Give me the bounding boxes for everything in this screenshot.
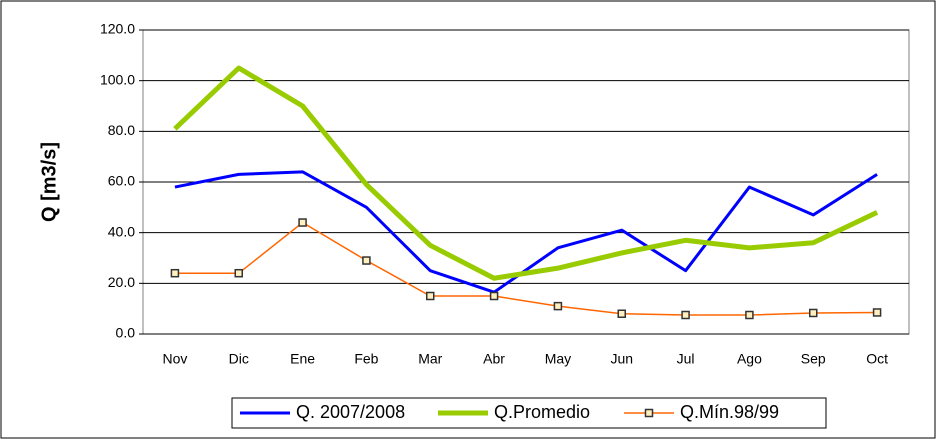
- series-line: [174, 221, 878, 316]
- y-tick-label: 100.0: [100, 71, 135, 87]
- x-tick-label: Oct: [866, 351, 888, 367]
- x-tick-label: Sep: [801, 351, 826, 367]
- point-marker: [234, 268, 243, 278]
- point-marker: [872, 308, 882, 317]
- point-marker: [745, 310, 754, 320]
- point-marker: [426, 291, 435, 301]
- legend-label: Q.Promedio: [494, 402, 590, 422]
- x-tick-label: May: [545, 351, 571, 367]
- x-tick-label: Dic: [229, 351, 249, 367]
- x-tick-label: Ago: [737, 351, 762, 367]
- point-marker: [489, 291, 499, 301]
- y-tick-label: 0.0: [116, 325, 136, 341]
- point-marker: [362, 256, 371, 265]
- point-marker: [617, 309, 626, 318]
- legend-label: Q.Mín.98/99: [680, 402, 779, 422]
- x-tick-label: Abr: [483, 351, 505, 367]
- point-marker: [170, 268, 180, 278]
- legend-label: Q. 2007/2008: [296, 402, 405, 422]
- point-marker: [809, 308, 818, 318]
- series-line: [174, 170, 878, 294]
- legend-marker: [644, 408, 654, 418]
- y-tick-label: 60.0: [108, 173, 135, 189]
- y-tick-label: 40.0: [108, 223, 135, 239]
- x-tick-label: Mar: [418, 351, 442, 367]
- y-axis-label: Q [m3/s]: [38, 142, 60, 222]
- x-tick-label: Jul: [677, 351, 695, 367]
- y-tick-label: 80.0: [108, 122, 135, 138]
- x-tick-label: Ene: [290, 351, 315, 367]
- x-tick-label: Jun: [610, 351, 633, 367]
- legend-box: [231, 397, 827, 429]
- point-marker: [553, 301, 563, 311]
- y-tick-label: 20.0: [108, 274, 135, 290]
- x-tick-label: Nov: [162, 351, 187, 367]
- point-marker: [298, 218, 307, 227]
- y-tick-label: 120.0: [100, 21, 135, 37]
- x-tick-label: Feb: [354, 351, 378, 367]
- series-line: [173, 65, 879, 281]
- point-marker: [681, 310, 690, 320]
